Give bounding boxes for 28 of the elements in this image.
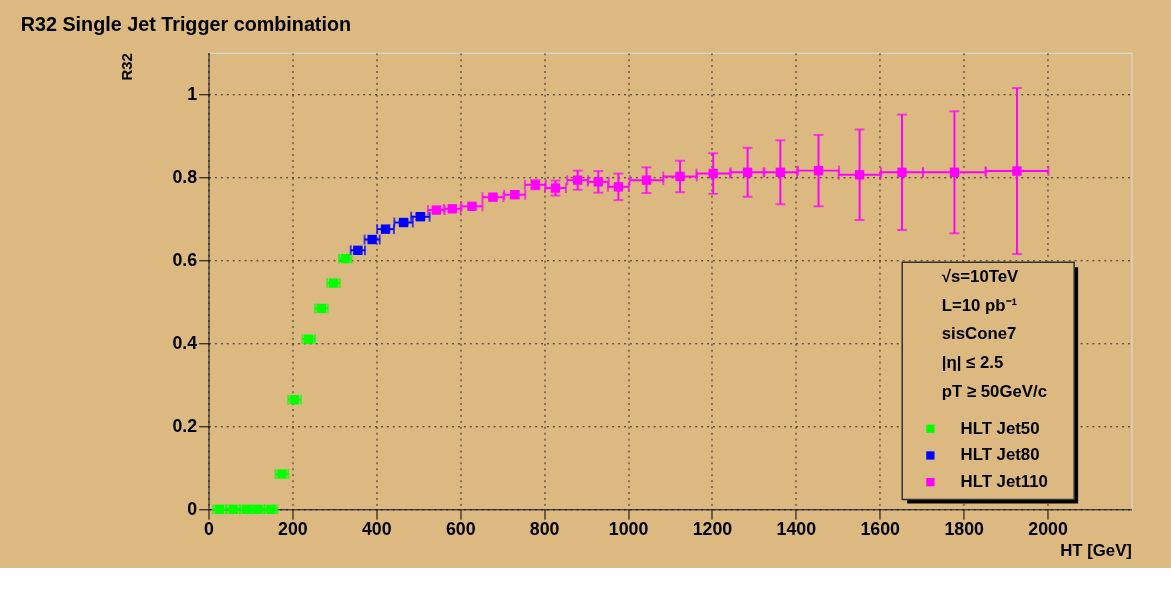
x-tick-label: 800 (529, 519, 560, 540)
annotation: √s=10TeV (941, 267, 1020, 287)
y-tick-label: 1 (187, 83, 198, 104)
y-tick-label: 0.8 (172, 166, 198, 187)
x-tick-label: 0 (204, 519, 215, 540)
annotation: L=10 pb⁻¹ (941, 295, 1018, 315)
y-tick-label: 0.6 (172, 249, 198, 270)
x-tick-label: 1400 (776, 519, 817, 540)
annotation: |η| ≤ 2.5 (941, 353, 1004, 372)
annotation: sisCone7 (941, 324, 1017, 344)
y-axis-title: R32 (118, 53, 135, 81)
x-tick-label: 600 (445, 519, 476, 540)
chart-title: R32 Single Jet Trigger combination (20, 13, 352, 36)
x-axis-title: HT [GeV] (1060, 541, 1132, 561)
x-tick-label: 1600 (860, 519, 901, 540)
y-tick-label: 0.4 (172, 332, 198, 353)
y-tick-label: 0 (187, 498, 198, 519)
annotation: pT ≥ 50GeV/c (941, 381, 1048, 401)
legend-label: HLT Jet110 (960, 472, 1048, 492)
x-tick-label: 2000 (1028, 519, 1068, 540)
y-tick-label: 0.2 (172, 415, 198, 436)
legend-label: HLT Jet50 (960, 418, 1040, 438)
x-tick-label: 200 (278, 519, 308, 540)
legend-label: HLT Jet80 (960, 445, 1040, 465)
x-tick-label: 1000 (608, 519, 649, 540)
x-tick-label: 1200 (692, 519, 733, 540)
x-tick-label: 1800 (944, 519, 985, 540)
x-tick-label: 400 (361, 519, 392, 540)
